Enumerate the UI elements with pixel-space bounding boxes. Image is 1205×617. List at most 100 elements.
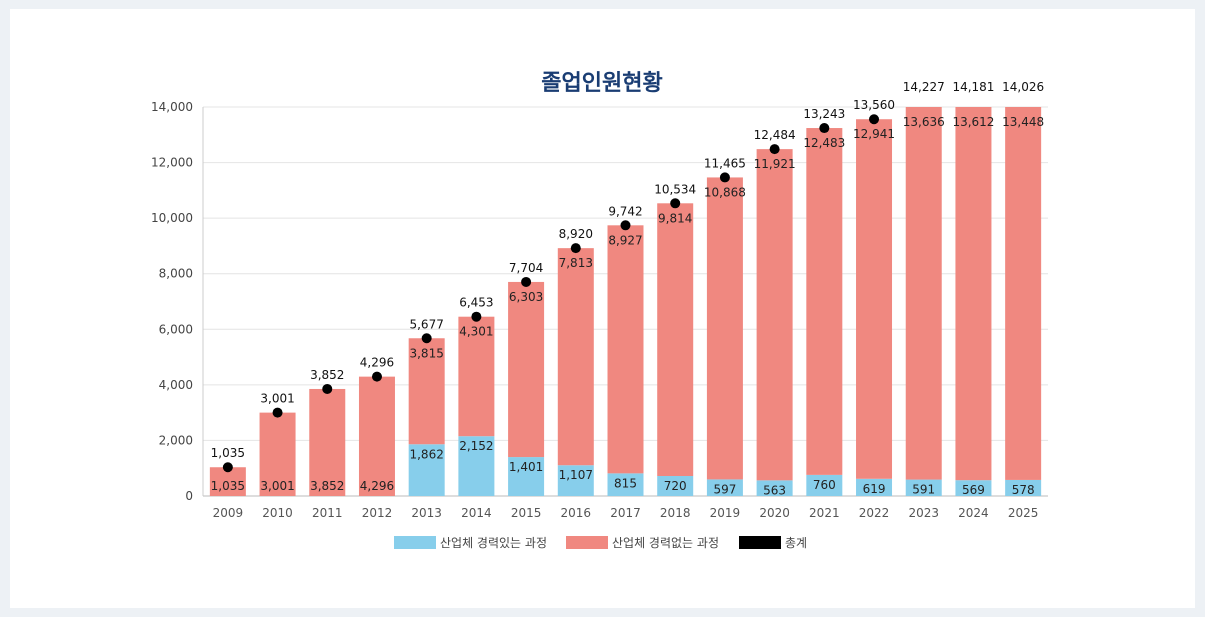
x-tick-label: 2016 — [561, 506, 592, 520]
inexperienced-value-label: 7,813 — [559, 256, 593, 270]
inexperienced-value-label: 4,301 — [459, 325, 493, 339]
inexperienced-value-label: 3,815 — [409, 346, 443, 360]
inexperienced-value-label: 1,035 — [211, 479, 245, 493]
bar-inexperienced[interactable] — [1005, 107, 1042, 480]
bar-experienced[interactable] — [657, 475, 694, 496]
total-marker[interactable] — [570, 243, 581, 254]
bar-inexperienced[interactable] — [358, 376, 395, 496]
bar-inexperienced[interactable] — [508, 281, 545, 458]
bar-experienced[interactable] — [508, 457, 545, 496]
bar-inexperienced[interactable] — [856, 119, 893, 479]
legend-label[interactable]: 산업체 경력없는 과정 — [612, 536, 719, 550]
total-value-label: 14,181 — [952, 80, 994, 94]
experienced-value-label: 720 — [664, 479, 687, 493]
inexperienced-value-label: 6,303 — [509, 290, 543, 304]
bar-inexperienced[interactable] — [756, 149, 793, 481]
total-marker[interactable] — [222, 462, 233, 473]
legend-item[interactable]: 산업체 경력있는 과정 — [394, 536, 547, 550]
bar-inexperienced[interactable] — [309, 388, 346, 496]
y-tick-label: 10,000 — [151, 211, 193, 225]
total-marker[interactable] — [869, 114, 880, 125]
y-tick-label: 0 — [185, 489, 193, 503]
total-value-label: 3,852 — [310, 368, 344, 382]
inexperienced-value-label: 13,448 — [1002, 115, 1044, 129]
experienced-value-label: 591 — [912, 483, 935, 497]
bar-experienced[interactable] — [1005, 479, 1042, 496]
total-marker[interactable] — [421, 333, 432, 344]
bar-experienced[interactable] — [955, 480, 992, 496]
total-value-label: 12,484 — [754, 128, 796, 142]
total-marker[interactable] — [272, 407, 283, 418]
x-tick-label: 2023 — [908, 506, 939, 520]
y-tick-label: 2,000 — [159, 433, 193, 447]
bar-inexperienced[interactable] — [806, 128, 843, 475]
total-value-label: 7,704 — [509, 261, 543, 275]
total-value-label: 4,296 — [360, 356, 394, 370]
bar-experienced[interactable] — [706, 479, 743, 496]
x-tick-label: 2021 — [809, 506, 840, 520]
experienced-value-label: 1,107 — [559, 468, 593, 482]
x-tick-label: 2025 — [1008, 506, 1039, 520]
bar-experienced[interactable] — [806, 474, 843, 496]
total-marker[interactable] — [719, 172, 730, 183]
total-value-label: 14,026 — [1002, 80, 1044, 94]
bar-inexperienced[interactable] — [706, 177, 743, 480]
legend-item[interactable]: 산업체 경력없는 과정 — [566, 536, 719, 550]
total-marker[interactable] — [620, 220, 631, 231]
experienced-value-label: 1,401 — [509, 460, 543, 474]
x-tick-label: 2020 — [759, 506, 790, 520]
total-value-label: 3,001 — [260, 392, 294, 406]
inexperienced-value-label: 13,612 — [952, 115, 994, 129]
bar-inexperienced[interactable] — [905, 107, 942, 480]
legend-label[interactable]: 총계 — [785, 536, 807, 550]
x-tick-label: 2019 — [710, 506, 741, 520]
bar-experienced[interactable] — [756, 480, 793, 496]
y-tick-label: 8,000 — [159, 267, 193, 281]
bar-inexperienced[interactable] — [458, 316, 495, 437]
bar-inexperienced[interactable] — [408, 338, 445, 445]
total-marker[interactable] — [322, 383, 333, 394]
chart-title: 졸업인원현황 — [541, 71, 662, 96]
experienced-value-label: 569 — [962, 483, 985, 497]
total-marker[interactable] — [521, 276, 532, 287]
legend-swatch[interactable] — [394, 536, 436, 549]
experienced-value-label: 578 — [1012, 483, 1035, 497]
total-value-label: 1,035 — [211, 446, 245, 460]
total-value-label: 11,465 — [704, 156, 746, 170]
total-value-label: 13,560 — [853, 98, 895, 112]
legend-swatch[interactable] — [739, 536, 781, 549]
inexperienced-value-label: 3,852 — [310, 479, 344, 493]
total-marker[interactable] — [819, 123, 830, 134]
experienced-value-label: 563 — [763, 483, 786, 497]
bar-experienced[interactable] — [856, 478, 893, 496]
bar-experienced[interactable] — [557, 465, 594, 496]
total-value-label: 6,453 — [459, 296, 493, 310]
bar-inexperienced[interactable] — [557, 248, 594, 466]
x-axis: 2009 2010 2011 2012 2013 2014 2015 2016 2017 2018… — [213, 506, 1039, 520]
legend-item[interactable]: 총계 — [739, 536, 807, 550]
legend[interactable]: 산업체 경력있는 과정 산업체 경력없는 과정 총계 — [394, 536, 807, 550]
total-marker[interactable] — [371, 371, 382, 382]
y-tick-label: 14,000 — [151, 100, 193, 114]
bar-experienced[interactable] — [408, 444, 445, 496]
inexperienced-value-label: 13,636 — [903, 115, 945, 129]
total-marker[interactable] — [769, 144, 780, 155]
bar-experienced[interactable] — [458, 436, 495, 496]
inexperienced-value-label: 11,921 — [754, 157, 796, 171]
legend-label[interactable]: 산업체 경력있는 과정 — [440, 536, 547, 550]
bar-inexperienced[interactable] — [955, 107, 992, 481]
total-value-label: 8,920 — [559, 227, 593, 241]
bar-inexperienced[interactable] — [657, 203, 694, 476]
inexperienced-value-label: 8,927 — [608, 233, 642, 247]
bar-experienced[interactable] — [905, 479, 942, 496]
total-value-label: 14,227 — [903, 80, 945, 94]
legend-swatch[interactable] — [566, 536, 608, 549]
total-value-label: 13,243 — [803, 107, 845, 121]
total-marker[interactable] — [670, 198, 681, 209]
bar-inexperienced[interactable] — [607, 225, 644, 474]
bar-experienced[interactable] — [607, 473, 644, 496]
total-marker[interactable] — [471, 311, 482, 322]
experienced-value-label: 815 — [614, 476, 637, 490]
bar-inexperienced[interactable] — [259, 412, 296, 496]
x-tick-label: 2011 — [312, 506, 343, 520]
